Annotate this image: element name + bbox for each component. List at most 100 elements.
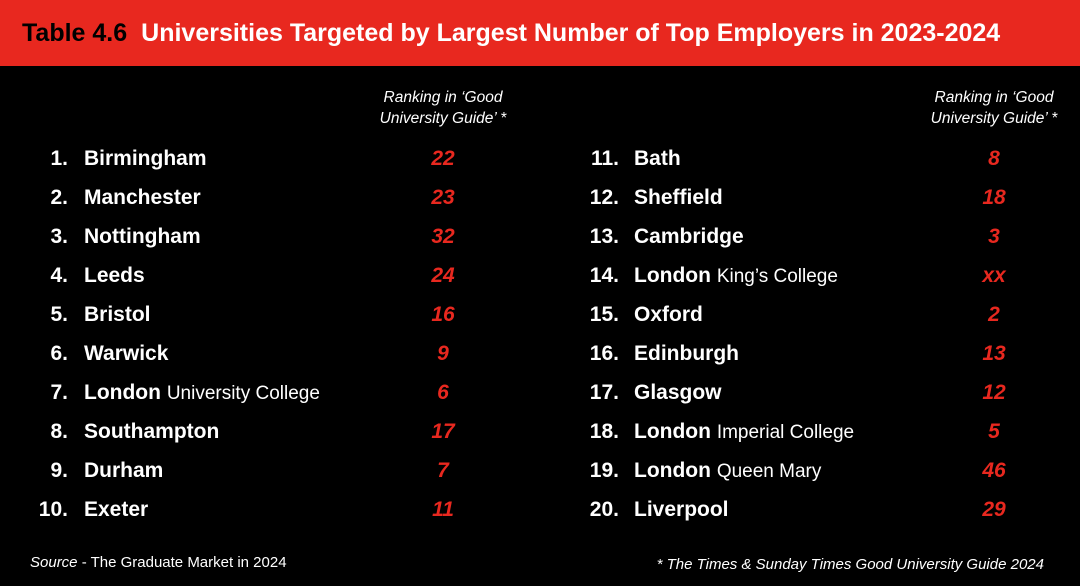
table-row: 20. Liverpool 29 (0, 490, 1080, 529)
university-name: London Imperial College (634, 420, 854, 444)
university-name: Leeds (84, 264, 145, 288)
university-name-main: Edinburgh (634, 341, 739, 365)
table-row: 12. Sheffield 18 (0, 178, 1080, 217)
guide-ranking: 24 (431, 263, 455, 287)
rank-position: 17. (589, 380, 619, 404)
university-name: Southampton (84, 420, 219, 444)
guide-ranking: 17 (431, 419, 455, 443)
rank-position: 11. (590, 146, 619, 170)
table-row: 4. Leeds 24 (0, 256, 1080, 295)
rank-position: 14. (589, 263, 619, 287)
footnote: * The Times & Sunday Times Good Universi… (656, 556, 1044, 573)
rank-position: 19. (589, 458, 619, 482)
table-row: 15. Oxford 2 (0, 295, 1080, 334)
university-name-main: Leeds (84, 263, 145, 287)
university-college: Imperial College (716, 421, 855, 443)
guide-ranking: 22 (431, 146, 455, 170)
guide-ranking: 12 (982, 380, 1006, 404)
guide-ranking: 29 (982, 497, 1006, 521)
university-name-main: Exeter (84, 497, 149, 521)
table-row: 2. Manchester 23 (0, 178, 1080, 217)
university-name: Birmingham (84, 147, 207, 171)
table-row: 3. Nottingham 32 (0, 217, 1080, 256)
university-name-main: Liverpool (634, 497, 729, 521)
table-row: 16. Edinburgh 13 (0, 334, 1080, 373)
rank-position: 18. (589, 419, 619, 443)
table-row: 19. London Queen Mary 46 (0, 451, 1080, 490)
guide-ranking: 9 (437, 341, 449, 365)
rank-position: 12. (589, 185, 619, 209)
university-name: Exeter (84, 498, 148, 522)
university-name: Glasgow (634, 381, 722, 405)
right-column-header: Ranking in ‘Good University Guide’ * (909, 87, 1079, 129)
university-name: Nottingham (84, 225, 201, 249)
university-name-main: London (634, 263, 711, 287)
university-name: London University College (84, 381, 320, 405)
guide-ranking: 16 (431, 302, 455, 326)
source-text: - The Graduate Market in 2024 (77, 554, 287, 571)
table-row: 10. Exeter 11 (0, 490, 1080, 529)
column-header-line2: University Guide’ * (930, 110, 1058, 127)
university-name-main: Bath (634, 146, 681, 170)
rank-position: 3. (50, 224, 68, 248)
university-name: Warwick (84, 342, 168, 366)
university-name-main: Sheffield (634, 185, 723, 209)
rank-position: 13. (589, 224, 619, 248)
university-college: University College (166, 382, 320, 404)
university-name-main: Glasgow (634, 380, 722, 404)
university-name-main: Nottingham (84, 224, 201, 248)
table-row: 5. Bristol 16 (0, 295, 1080, 334)
rank-position: 9. (50, 458, 68, 482)
university-name-main: Manchester (84, 185, 201, 209)
column-header-line2: University Guide’ * (379, 110, 507, 127)
university-name-main: Southampton (84, 419, 220, 443)
guide-ranking: 46 (982, 458, 1006, 482)
guide-ranking: 8 (988, 146, 1000, 170)
column-header-line1: Ranking in ‘Good (934, 89, 1054, 106)
table-row: 1. Birmingham 22 (0, 139, 1080, 178)
university-name: Liverpool (634, 498, 729, 522)
left-column-header: Ranking in ‘Good University Guide’ * (358, 87, 528, 129)
rank-position: 4. (50, 263, 68, 287)
title-bar: Table 4.6 Universities Targeted by Large… (0, 0, 1080, 66)
guide-ranking: 23 (431, 185, 455, 209)
rank-position: 7. (50, 380, 68, 404)
rank-position: 5. (50, 302, 68, 326)
rank-position: 8. (50, 419, 68, 443)
guide-ranking: 18 (982, 185, 1006, 209)
guide-ranking: 7 (437, 458, 449, 482)
rank-position: 10. (38, 497, 68, 521)
rank-position: 2. (50, 185, 68, 209)
column-header-line1: Ranking in ‘Good (383, 89, 503, 106)
source-label: Source (30, 554, 78, 571)
university-name: London King’s College (634, 264, 838, 288)
table-row: 6. Warwick 9 (0, 334, 1080, 373)
university-name: Durham (84, 459, 163, 483)
university-name-main: Birmingham (84, 146, 207, 170)
university-name-main: London (634, 419, 711, 443)
guide-ranking: 5 (988, 419, 1000, 443)
guide-ranking: xx (982, 263, 1006, 287)
university-name-main: Oxford (634, 302, 703, 326)
university-name-main: Warwick (84, 341, 169, 365)
table-row: 18. London Imperial College 5 (0, 412, 1080, 451)
university-name: Edinburgh (634, 342, 739, 366)
university-name: Sheffield (634, 186, 723, 210)
university-name-main: Durham (84, 458, 164, 482)
source-note: Source - The Graduate Market in 2024 (30, 554, 287, 571)
university-name-main: London (84, 380, 161, 404)
guide-ranking: 2 (988, 302, 1000, 326)
rank-position: 20. (589, 497, 619, 521)
university-college: Queen Mary (716, 460, 822, 482)
university-name: Manchester (84, 186, 201, 210)
guide-ranking: 11 (432, 497, 454, 521)
table-row: 13. Cambridge 3 (0, 217, 1080, 256)
rank-position: 1. (50, 146, 68, 170)
rank-position: 16. (589, 341, 619, 365)
guide-ranking: 32 (431, 224, 455, 248)
table-number: Table 4.6 (22, 18, 128, 47)
university-name-main: Cambridge (634, 224, 744, 248)
guide-ranking: 3 (988, 224, 1000, 248)
guide-ranking: 6 (437, 380, 449, 404)
table-row: 11. Bath 8 (0, 139, 1080, 178)
